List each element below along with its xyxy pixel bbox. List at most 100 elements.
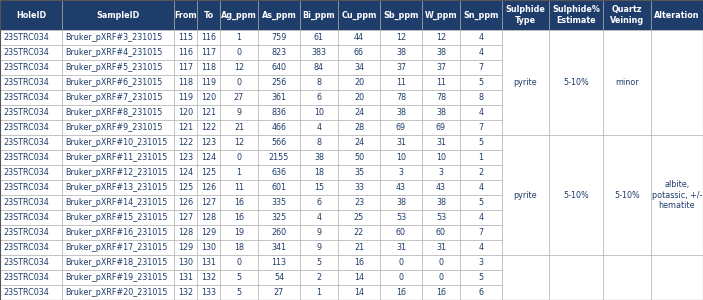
Text: 113: 113	[271, 258, 287, 267]
Text: 38: 38	[396, 48, 406, 57]
Bar	[422, 150, 460, 165]
Bar	[460, 210, 502, 225]
Bar	[0, 165, 62, 180]
Bar	[220, 120, 258, 135]
Text: 823: 823	[271, 48, 287, 57]
Text: Bruker_pXRF#5_231015: Bruker_pXRF#5_231015	[65, 63, 162, 72]
Text: 24: 24	[354, 108, 364, 117]
Text: 125: 125	[201, 168, 216, 177]
Bar	[0, 285, 62, 300]
Bar	[174, 195, 197, 210]
Text: 0: 0	[439, 273, 444, 282]
Text: 31: 31	[436, 138, 446, 147]
Text: 37: 37	[436, 63, 446, 72]
Bar	[220, 210, 258, 225]
Bar	[460, 135, 502, 150]
Bar	[422, 180, 460, 195]
Text: 12: 12	[436, 33, 446, 42]
Bar	[603, 0, 651, 30]
Bar	[300, 60, 338, 75]
Text: 127: 127	[178, 213, 193, 222]
Text: 119: 119	[201, 78, 216, 87]
Bar	[651, 135, 703, 255]
Bar	[62, 180, 174, 195]
Text: 38: 38	[436, 198, 446, 207]
Bar	[197, 270, 220, 285]
Bar	[62, 285, 174, 300]
Text: 43: 43	[436, 183, 446, 192]
Bar	[460, 105, 502, 120]
Bar	[300, 195, 338, 210]
Bar	[460, 165, 502, 180]
Bar	[62, 195, 174, 210]
Bar	[338, 210, 380, 225]
Bar	[258, 165, 300, 180]
Text: 260: 260	[271, 228, 287, 237]
Text: 23STRC034: 23STRC034	[3, 78, 49, 87]
Text: 53: 53	[396, 213, 406, 222]
Bar	[300, 180, 338, 195]
Text: 116: 116	[201, 33, 216, 42]
Bar	[258, 135, 300, 150]
Text: 78: 78	[396, 93, 406, 102]
Bar	[380, 45, 422, 60]
Text: Bruker_pXRF#13_231015: Bruker_pXRF#13_231015	[65, 183, 167, 192]
Text: 22: 22	[354, 228, 364, 237]
Bar	[62, 210, 174, 225]
Text: Quartz
Veining: Quartz Veining	[610, 5, 644, 25]
Text: 44: 44	[354, 33, 364, 42]
Text: 18: 18	[234, 243, 244, 252]
Text: Bi_ppm: Bi_ppm	[303, 11, 335, 20]
Text: 11: 11	[436, 78, 446, 87]
Text: 123: 123	[201, 138, 216, 147]
Text: 122: 122	[201, 123, 216, 132]
Text: 126: 126	[201, 183, 216, 192]
Bar	[338, 60, 380, 75]
Bar	[197, 210, 220, 225]
Bar	[380, 150, 422, 165]
Bar	[174, 255, 197, 270]
Text: 5: 5	[316, 258, 321, 267]
Text: Bruker_pXRF#8_231015: Bruker_pXRF#8_231015	[65, 108, 162, 117]
Text: Bruker_pXRF#7_231015: Bruker_pXRF#7_231015	[65, 93, 162, 102]
Text: 23STRC034: 23STRC034	[3, 48, 49, 57]
Text: 119: 119	[178, 93, 193, 102]
Text: pyrite: pyrite	[514, 190, 537, 200]
Bar	[380, 210, 422, 225]
Text: 5: 5	[236, 288, 242, 297]
Text: 18: 18	[314, 168, 324, 177]
Bar	[0, 120, 62, 135]
Bar	[380, 180, 422, 195]
Bar	[338, 285, 380, 300]
Text: 12: 12	[234, 138, 244, 147]
Text: 256: 256	[271, 78, 287, 87]
Text: 43: 43	[396, 183, 406, 192]
Text: 12: 12	[234, 63, 244, 72]
Bar	[220, 135, 258, 150]
Bar	[460, 240, 502, 255]
Bar	[258, 285, 300, 300]
Bar	[0, 90, 62, 105]
Text: 69: 69	[436, 123, 446, 132]
Bar	[174, 75, 197, 90]
Bar	[338, 75, 380, 90]
Bar	[460, 285, 502, 300]
Bar	[300, 90, 338, 105]
Text: 5-10%: 5-10%	[614, 190, 640, 200]
Text: Bruker_pXRF#4_231015: Bruker_pXRF#4_231015	[65, 48, 162, 57]
Bar	[0, 45, 62, 60]
Bar	[380, 285, 422, 300]
Text: 341: 341	[271, 243, 287, 252]
Bar	[422, 0, 460, 30]
Bar	[220, 45, 258, 60]
Text: 0: 0	[399, 258, 404, 267]
Text: 361: 361	[271, 93, 287, 102]
Bar	[338, 45, 380, 60]
Bar	[380, 240, 422, 255]
Bar	[460, 225, 502, 240]
Bar	[300, 240, 338, 255]
Text: 38: 38	[396, 198, 406, 207]
Text: 5: 5	[479, 273, 484, 282]
Text: 10: 10	[314, 108, 324, 117]
Bar	[258, 210, 300, 225]
